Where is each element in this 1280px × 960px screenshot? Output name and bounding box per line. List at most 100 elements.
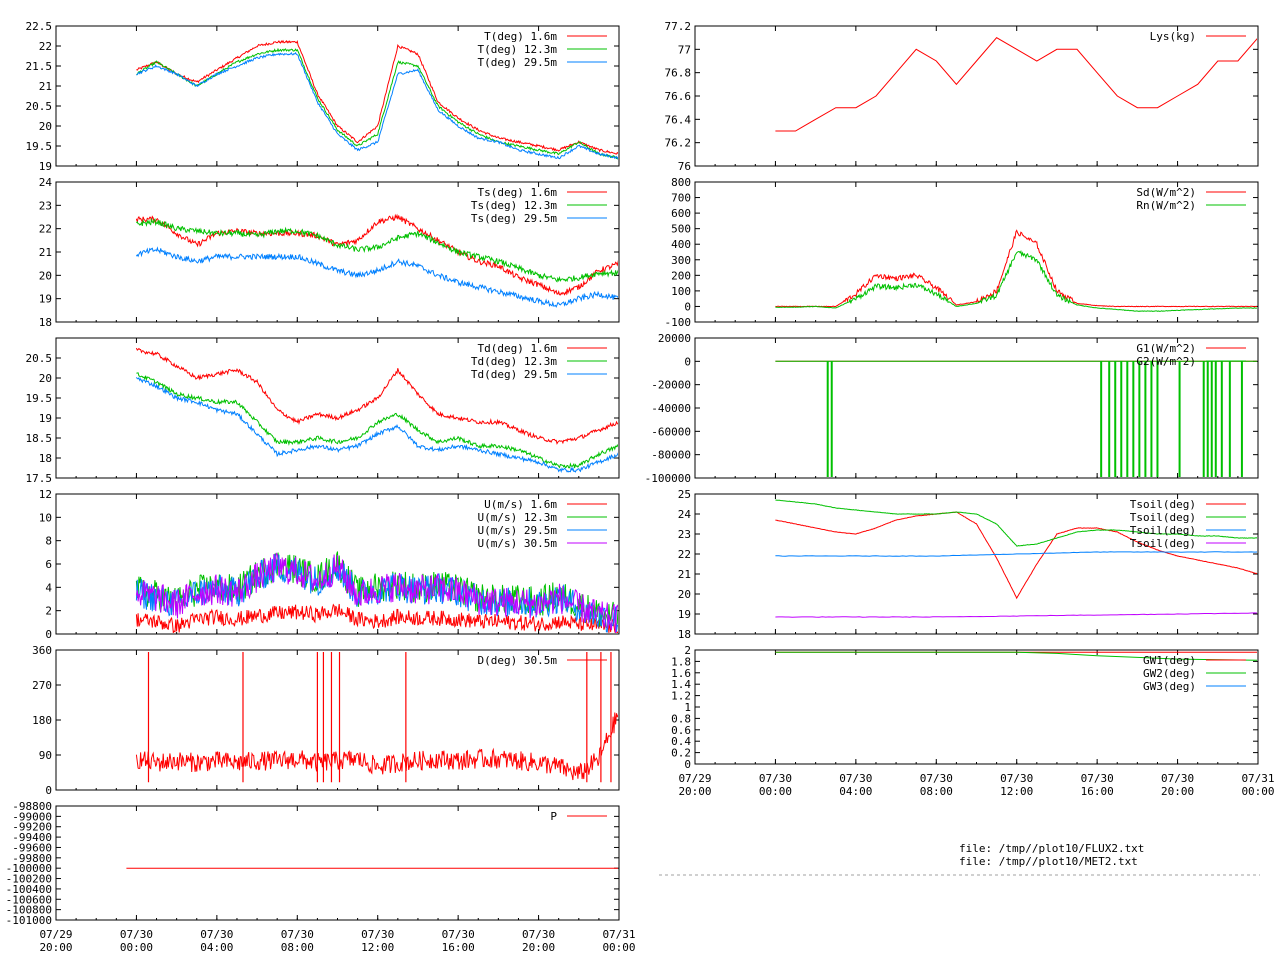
y-tick-label: 10 [39, 511, 52, 524]
legend-label: Ts(deg) 12.3m [471, 199, 557, 212]
y-tick-label: 18 [39, 452, 52, 465]
y-tick-label: 360 [32, 644, 52, 657]
x-tick-time: 04:00 [839, 785, 872, 798]
series-line-2 [775, 499, 1257, 547]
file-path-text: file: /tmp//plot10/MET2.txt [959, 855, 1138, 868]
x-tick-date: 07/30 [839, 772, 872, 785]
y-tick-label: -99600 [12, 841, 52, 854]
series-line-2 [136, 217, 618, 283]
y-tick-label: -98800 [12, 800, 52, 813]
y-tick-label: 2 [45, 605, 52, 618]
series-line-4 [135, 552, 618, 633]
y-tick-label: 77.2 [665, 20, 692, 33]
y-tick-label: -100 [665, 316, 692, 329]
y-tick-label: -100400 [6, 883, 52, 896]
x-tick-date: 07/30 [1081, 772, 1114, 785]
legend-label: Td(deg) 1.6m [478, 342, 558, 355]
legend-label: D(deg) 30.5m [478, 654, 558, 667]
series-line-1 [775, 37, 1257, 132]
y-tick-label: 600 [671, 207, 691, 220]
y-tick-label: 0.6 [671, 724, 691, 737]
series-line-2 [775, 249, 1257, 312]
series-line-2 [136, 47, 618, 160]
y-tick-label: 0 [684, 300, 691, 313]
y-tick-label: 4 [45, 581, 52, 594]
series-line-2 [135, 551, 618, 627]
y-tick-label: 20 [678, 588, 691, 601]
x-tick-date: 07/29 [678, 772, 711, 785]
y-tick-label: 17.5 [26, 472, 53, 485]
y-tick-label: -99200 [12, 821, 52, 834]
chart-d: 360 270 180 90 0 D(deg) 30.5m [32, 644, 620, 797]
y-tick-label: 2 [684, 644, 691, 657]
legend-label: Sd(W/m^2) [1136, 186, 1196, 199]
legend-label: Rn(W/m^2) [1136, 199, 1196, 212]
x-tick-time: 08:00 [920, 785, 953, 798]
x-tick-date: 07/29 [39, 928, 72, 941]
x-tick-time: 00:00 [1241, 785, 1274, 798]
y-tick-label: 76.4 [665, 113, 692, 126]
y-tick-label: 800 [671, 176, 691, 189]
series-line-3 [135, 376, 618, 474]
y-tick-label: 19.5 [26, 140, 53, 153]
legend-label: Ts(deg) 29.5m [471, 212, 557, 225]
y-tick-label: 180 [32, 714, 52, 727]
legend-label: U(m/s) 30.5m [478, 537, 558, 550]
y-tick-label: 1.6 [671, 667, 691, 680]
x-tick-time: 16:00 [442, 941, 475, 954]
y-tick-label: 1 [684, 701, 691, 714]
y-tick-label: 18 [678, 628, 691, 641]
y-tick-label: 19 [678, 608, 691, 621]
legend-label: T(deg) 29.5m [478, 56, 558, 69]
legend-label: GW2(deg) [1143, 667, 1196, 680]
y-tick-label: 21 [39, 80, 52, 93]
y-tick-label: 1.4 [671, 678, 691, 691]
series-line-2 [136, 372, 618, 469]
legend-label: Tsoil(deg) [1130, 537, 1196, 550]
x-tick-time: 00:00 [120, 941, 153, 954]
y-tick-label: 76.2 [665, 137, 692, 150]
chart-gw: 21.81.61.41.210.80.60.40.2007/2920:0007/… [671, 644, 1274, 798]
y-tick-label: 24 [678, 508, 692, 521]
y-tick-label: -101000 [6, 914, 52, 927]
y-tick-label: 19 [39, 160, 52, 173]
y-tick-label: 0.4 [671, 735, 691, 748]
y-tick-label: 1.2 [671, 690, 691, 703]
plot-frame [55, 649, 620, 791]
y-tick-label: 1.8 [671, 655, 691, 668]
series-line-1 [135, 213, 618, 296]
series-line-1 [135, 712, 618, 781]
series-line-3 [136, 51, 618, 160]
y-tick-label: -60000 [651, 425, 691, 438]
x-tick-date: 07/30 [281, 928, 314, 941]
series-line-3 [775, 551, 1257, 557]
y-tick-label: 23 [39, 199, 52, 212]
x-tick-date: 07/30 [759, 772, 792, 785]
legend-label: U(m/s) 1.6m [484, 498, 557, 511]
y-tick-label: 25 [678, 488, 691, 501]
legend-label: Tsoil(deg) [1130, 511, 1196, 524]
legend-label: GW3(deg) [1143, 680, 1196, 693]
y-tick-label: 200 [671, 269, 691, 282]
series-line-1 [135, 347, 618, 445]
y-tick-label: 0 [684, 758, 691, 771]
y-tick-label: 21 [678, 568, 691, 581]
y-tick-label: -20000 [651, 379, 691, 392]
chart-rad: 800 700 600 500 400 300 200 100 0 -100 Sd(W/m^2)Rn… [665, 176, 1259, 329]
y-tick-label: 19 [39, 293, 52, 306]
y-tick-label: 76 [678, 160, 691, 173]
y-tick-label: 20.5 [26, 100, 53, 113]
x-tick-time: 16:00 [1081, 785, 1114, 798]
x-tick-time: 12:00 [1000, 785, 1033, 798]
y-tick-label: 18.5 [26, 432, 53, 445]
legend-label: Tsoil(deg) [1130, 524, 1196, 537]
x-tick-time: 12:00 [361, 941, 394, 954]
x-tick-time: 00:00 [759, 785, 792, 798]
y-tick-label: 77 [678, 43, 691, 56]
x-tick-time: 20:00 [1161, 785, 1194, 798]
y-tick-label: -100000 [6, 862, 52, 875]
x-tick-date: 07/30 [200, 928, 233, 941]
